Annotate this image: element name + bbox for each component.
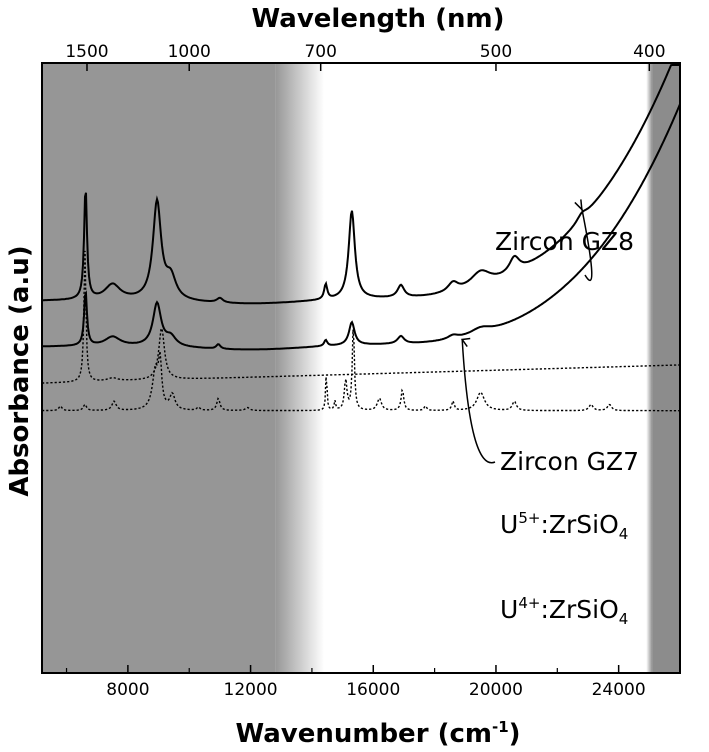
plot-frame xyxy=(41,62,681,674)
shaded-region-left-fade xyxy=(275,63,325,673)
arrow-gz7 xyxy=(461,339,496,464)
series-line-3 xyxy=(42,329,680,412)
arrowhead-gz7 xyxy=(460,337,471,347)
top-tick-label: 400 xyxy=(633,42,665,62)
series-line-2 xyxy=(41,250,681,384)
label-zircon-gz8: Zircon GZ8 xyxy=(495,227,634,256)
top-tick-label: 1500 xyxy=(65,42,108,62)
label-zircon-gz7: Zircon GZ7 xyxy=(500,447,639,476)
top-tick-label: 500 xyxy=(480,42,512,62)
x-tick-label: 12000 xyxy=(224,680,278,700)
y-axis-title: Absorbance (a.u) xyxy=(5,245,35,496)
arrow-gz8 xyxy=(581,208,593,281)
shaded-region-right-fade xyxy=(646,63,653,673)
arrowhead-gz8 xyxy=(574,199,583,212)
x-tick-label: 24000 xyxy=(592,680,646,700)
x-axis-title: Wavenumber (cm-1) xyxy=(235,718,520,749)
label-u5-zrsio4: U5+:ZrSiO4 xyxy=(500,509,628,543)
x-tick-label: 16000 xyxy=(346,680,400,700)
x-tick-label: 8000 xyxy=(106,680,149,700)
top-tick-label: 700 xyxy=(304,42,336,62)
label-u4-zrsio4: U4+:ZrSiO4 xyxy=(500,594,628,628)
shaded-region-right xyxy=(652,63,680,673)
top-axis-title: Wavelength (nm) xyxy=(252,4,505,34)
shaded-region-left xyxy=(42,63,276,673)
series-line-1 xyxy=(42,103,681,351)
top-tick-label: 1000 xyxy=(168,42,211,62)
series-line-0 xyxy=(42,64,680,305)
x-tick-label: 20000 xyxy=(469,680,523,700)
